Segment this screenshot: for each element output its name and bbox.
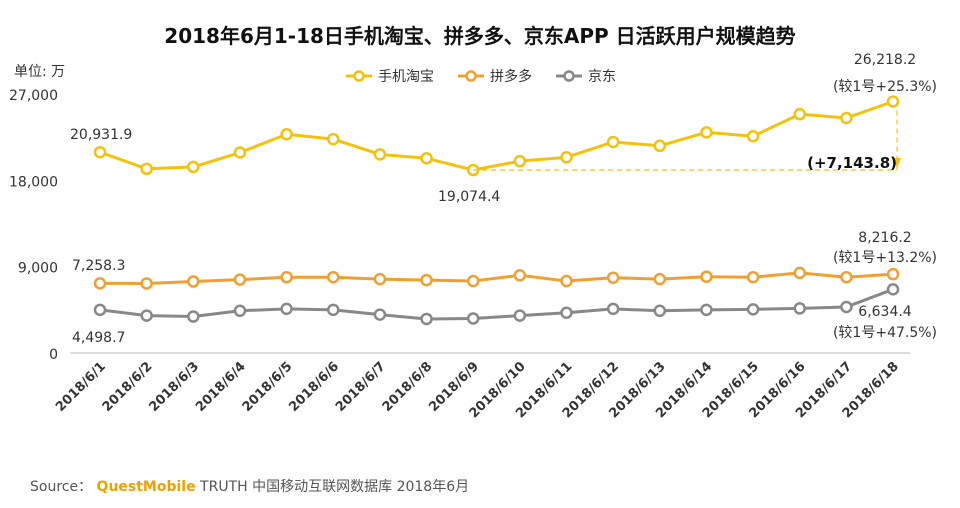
data-point [373,148,387,161]
data-point [653,139,667,153]
legend-label: 京东 [588,69,616,85]
source-rest: TRUTH 中国移动互联网数据库 2018年6月 [195,479,470,495]
data-label: 4,498.7 [72,330,125,346]
y-tick-label: 27,000 [9,88,58,104]
data-point [513,309,527,322]
data-label: (较1号+47.5%) [833,325,937,341]
data-label: 7,258.3 [72,258,125,274]
legend-marker [563,70,575,82]
data-point [886,283,900,296]
data-label: (较1号+25.3%) [833,79,937,95]
line-chart: 单位: 万09,00018,00027,0002018/6/12018/6/22… [9,52,937,421]
chart-title: 2018年6月1-18日手机淘宝、拼多多、京东APP 日活跃用户规模趋势 [164,24,796,48]
data-point [140,277,153,290]
data-point [233,146,247,159]
data-point [840,111,853,125]
x-tick-label: 2018/6/8 [380,359,436,415]
data-point [886,95,900,108]
data-point [700,303,713,317]
data-point [140,162,153,176]
source-brand: QuestMobile [96,479,196,495]
data-point [280,302,293,316]
legend-marker [465,70,477,82]
data-label: 8,216.2 [858,230,911,246]
series-line [99,287,894,321]
data-point [886,267,900,281]
data-point [280,270,293,284]
data-point [653,272,667,286]
data-point [793,107,806,121]
data-point [606,302,620,316]
data-point [513,269,527,282]
data-point [373,308,387,321]
data-point [793,266,806,280]
y-tick-label: 9,000 [18,261,58,277]
data-point [606,271,620,284]
y-tick-label: 0 [49,347,58,363]
data-point [327,132,340,146]
legend-label: 手机淘宝 [378,69,434,85]
data-label: (较1号+13.2%) [833,250,937,266]
data-point [280,128,293,141]
legend-marker [353,70,365,82]
data-point [233,304,247,318]
data-point [93,277,107,290]
data-point [700,126,713,139]
x-tick-label: 2018/6/5 [240,359,296,415]
series-line [99,100,894,172]
data-point [187,275,200,288]
data-point [746,270,760,284]
x-tick-label: 2018/6/1 [53,359,109,415]
source-prefix: Source： [30,479,93,495]
data-point [606,135,620,149]
data-label: 26,218.2 [854,52,916,68]
data-point [653,304,667,318]
data-point [420,152,433,165]
series-line [99,271,894,285]
data-label: (+7,143.8) [807,154,897,172]
data-point [187,310,200,323]
arrow-icon [893,158,902,169]
data-point [233,273,247,286]
source-note: Source： QuestMobile TRUTH 中国移动互联网数据库 201… [30,476,469,496]
data-point [746,129,760,143]
data-point [840,270,853,284]
x-tick-label: 2018/6/6 [286,359,342,415]
data-label: 20,931.9 [70,127,132,143]
x-tick-label: 2018/6/2 [100,359,156,415]
data-label: 19,074.4 [438,189,500,205]
x-tick-label: 2018/6/4 [193,359,249,415]
legend-label: 拼多多 [490,68,532,85]
data-label: 6,634.4 [858,304,912,320]
data-point [420,312,433,326]
data-point [93,303,107,317]
data-point [793,302,806,315]
data-point [187,160,200,174]
x-tick-label: 2018/6/3 [146,359,202,415]
data-point [466,274,480,288]
data-point [327,270,340,284]
data-point [746,303,760,316]
data-point [466,312,480,325]
y-tick-label: 18,000 [9,174,58,190]
data-point [560,274,573,288]
x-tick-label: 2018/6/7 [333,359,389,415]
data-point [560,151,573,164]
data-point [140,309,153,322]
data-point [560,306,573,319]
data-point [700,270,713,283]
data-point [420,273,433,287]
data-point [513,154,527,168]
data-point [93,145,107,159]
data-point [840,300,853,314]
data-point [327,303,340,317]
data-point [373,272,387,286]
unit-label: 单位: 万 [14,64,65,80]
